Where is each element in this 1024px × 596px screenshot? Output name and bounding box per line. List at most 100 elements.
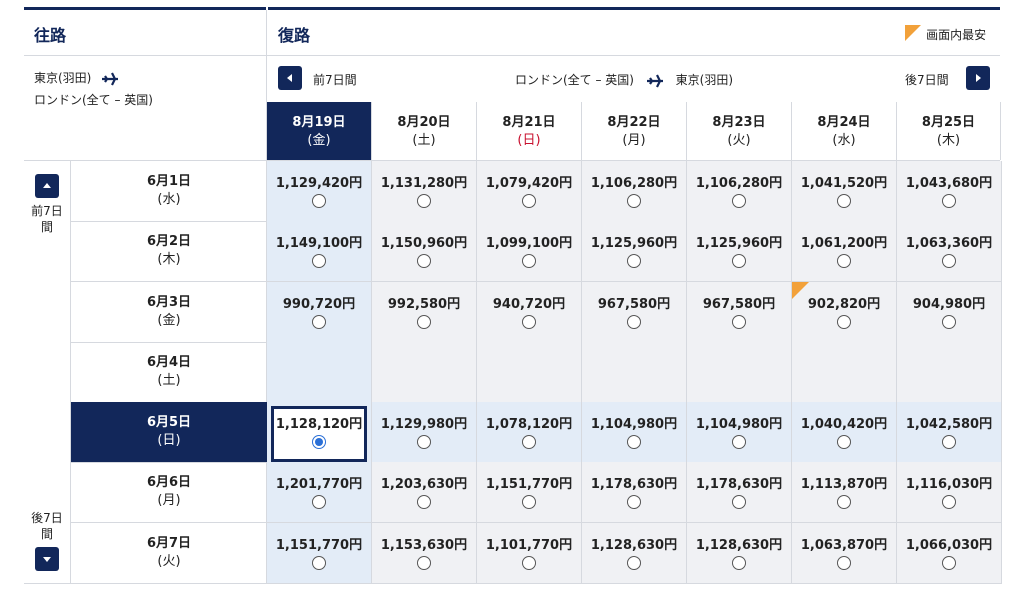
fare-cell[interactable]: 1,128,120円 bbox=[267, 402, 372, 463]
fare-cell[interactable]: 1,128,630円 bbox=[687, 523, 792, 584]
fare-radio-button[interactable] bbox=[732, 495, 746, 509]
fare-radio-button[interactable] bbox=[312, 254, 326, 268]
return-date-header[interactable]: 8月24日 (水) bbox=[792, 102, 897, 160]
fare-radio-button[interactable] bbox=[312, 194, 326, 208]
return-date-header[interactable]: 8月19日 (金) bbox=[267, 102, 372, 160]
fare-radio-button[interactable] bbox=[627, 254, 641, 268]
fare-cell[interactable]: 1,125,960円 bbox=[582, 221, 687, 282]
fare-cell[interactable]: 992,580円 bbox=[372, 282, 477, 343]
fare-cell[interactable]: 1,116,030円 bbox=[897, 462, 1002, 523]
prev-outbound-week-button[interactable] bbox=[35, 174, 59, 198]
return-date-header[interactable]: 8月23日 (火) bbox=[687, 102, 792, 160]
fare-cell[interactable]: 1,153,630円 bbox=[372, 523, 477, 584]
fare-radio-button[interactable] bbox=[312, 315, 326, 329]
next-outbound-week-label[interactable]: 後7日間 bbox=[28, 510, 66, 542]
fare-cell[interactable]: 1,201,770円 bbox=[267, 462, 372, 523]
fare-cell[interactable]: 1,151,770円 bbox=[477, 462, 582, 523]
outbound-date-row-header[interactable]: 6月3日 (金) bbox=[70, 282, 267, 343]
outbound-date-row-header[interactable]: 6月4日 (土) bbox=[70, 342, 267, 403]
fare-radio-button[interactable] bbox=[837, 556, 851, 570]
fare-radio-button[interactable] bbox=[942, 435, 956, 449]
prev-week-button[interactable] bbox=[278, 66, 302, 90]
fare-radio-button[interactable] bbox=[522, 435, 536, 449]
fare-radio-button[interactable] bbox=[942, 254, 956, 268]
fare-radio-button[interactable] bbox=[522, 556, 536, 570]
fare-radio-button[interactable] bbox=[522, 254, 536, 268]
fare-radio-button[interactable] bbox=[732, 315, 746, 329]
fare-radio-button[interactable] bbox=[837, 435, 851, 449]
fare-cell[interactable]: 1,203,630円 bbox=[372, 462, 477, 523]
fare-radio-button[interactable] bbox=[312, 495, 326, 509]
fare-radio-button[interactable] bbox=[837, 254, 851, 268]
fare-cell[interactable]: 1,106,280円 bbox=[687, 161, 792, 222]
return-date-header[interactable]: 8月22日 (月) bbox=[582, 102, 687, 160]
fare-cell[interactable]: 1,040,420円 bbox=[792, 402, 897, 463]
next-outbound-week-button[interactable] bbox=[35, 547, 59, 571]
fare-cell[interactable]: 1,178,630円 bbox=[582, 462, 687, 523]
fare-cell[interactable]: 1,061,200円 bbox=[792, 221, 897, 282]
fare-radio-button[interactable] bbox=[837, 495, 851, 509]
fare-radio-button[interactable] bbox=[627, 315, 641, 329]
fare-radio-button[interactable] bbox=[522, 194, 536, 208]
return-date-header[interactable]: 8月21日 (日) bbox=[477, 102, 582, 160]
fare-radio-button[interactable] bbox=[312, 556, 326, 570]
fare-radio-button[interactable] bbox=[417, 315, 431, 329]
fare-radio-button[interactable] bbox=[417, 556, 431, 570]
outbound-date-row-header[interactable]: 6月1日 (水) bbox=[70, 161, 267, 222]
fare-radio-button[interactable] bbox=[312, 435, 326, 449]
fare-radio-button[interactable] bbox=[627, 495, 641, 509]
fare-cell[interactable]: 1,128,630円 bbox=[582, 523, 687, 584]
fare-cell[interactable]: 1,104,980円 bbox=[582, 402, 687, 463]
fare-cell[interactable]: 1,149,100円 bbox=[267, 221, 372, 282]
fare-cell[interactable]: 1,178,630円 bbox=[687, 462, 792, 523]
fare-cell[interactable]: 1,129,420円 bbox=[267, 161, 372, 222]
fare-cell[interactable]: 1,041,520円 bbox=[792, 161, 897, 222]
fare-radio-button[interactable] bbox=[522, 495, 536, 509]
fare-radio-button[interactable] bbox=[417, 194, 431, 208]
fare-cell[interactable]: 1,079,420円 bbox=[477, 161, 582, 222]
fare-cell[interactable]: 1,043,680円 bbox=[897, 161, 1002, 222]
fare-cell[interactable]: 1,066,030円 bbox=[897, 523, 1002, 584]
fare-cell[interactable]: 904,980円 bbox=[897, 282, 1002, 343]
fare-radio-button[interactable] bbox=[417, 495, 431, 509]
fare-radio-button[interactable] bbox=[837, 315, 851, 329]
fare-radio-button[interactable] bbox=[942, 495, 956, 509]
fare-radio-button[interactable] bbox=[627, 435, 641, 449]
fare-radio-button[interactable] bbox=[417, 254, 431, 268]
outbound-date-row-header[interactable]: 6月6日 (月) bbox=[70, 462, 267, 523]
fare-radio-button[interactable] bbox=[627, 194, 641, 208]
fare-radio-button[interactable] bbox=[732, 556, 746, 570]
next-week-label[interactable]: 後7日間 bbox=[905, 73, 949, 87]
fare-cell[interactable]: 1,131,280円 bbox=[372, 161, 477, 222]
fare-radio-button[interactable] bbox=[942, 315, 956, 329]
fare-cell[interactable]: 1,150,960円 bbox=[372, 221, 477, 282]
prev-week-label[interactable]: 前7日間 bbox=[313, 73, 357, 87]
outbound-date-row-header[interactable]: 6月2日 (木) bbox=[70, 221, 267, 282]
fare-cell[interactable]: 1,113,870円 bbox=[792, 462, 897, 523]
fare-cell[interactable]: 1,042,580円 bbox=[897, 402, 1002, 463]
prev-outbound-week-label[interactable]: 前7日間 bbox=[28, 203, 66, 235]
fare-radio-button[interactable] bbox=[732, 194, 746, 208]
fare-radio-button[interactable] bbox=[627, 556, 641, 570]
outbound-date-row-header[interactable]: 6月5日 (日) bbox=[70, 402, 267, 463]
fare-radio-button[interactable] bbox=[522, 315, 536, 329]
next-week-button[interactable] bbox=[966, 66, 990, 90]
fare-cell[interactable]: 1,099,100円 bbox=[477, 221, 582, 282]
return-date-header[interactable]: 8月20日 (土) bbox=[372, 102, 477, 160]
fare-cell[interactable]: 1,106,280円 bbox=[582, 161, 687, 222]
outbound-date-row-header[interactable]: 6月7日 (火) bbox=[70, 523, 267, 584]
fare-radio-button[interactable] bbox=[732, 435, 746, 449]
fare-cell[interactable]: 967,580円 bbox=[687, 282, 792, 343]
fare-radio-button[interactable] bbox=[942, 556, 956, 570]
fare-cell[interactable]: 902,820円 bbox=[792, 282, 897, 343]
fare-radio-button[interactable] bbox=[942, 194, 956, 208]
fare-cell[interactable]: 1,078,120円 bbox=[477, 402, 582, 463]
fare-cell[interactable]: 1,125,960円 bbox=[687, 221, 792, 282]
fare-cell[interactable]: 940,720円 bbox=[477, 282, 582, 343]
fare-cell[interactable]: 1,129,980円 bbox=[372, 402, 477, 463]
fare-cell[interactable]: 1,101,770円 bbox=[477, 523, 582, 584]
return-date-header[interactable]: 8月25日 (木) bbox=[897, 102, 1001, 160]
fare-cell[interactable]: 1,151,770円 bbox=[267, 523, 372, 584]
fare-cell[interactable]: 967,580円 bbox=[582, 282, 687, 343]
fare-radio-button[interactable] bbox=[732, 254, 746, 268]
